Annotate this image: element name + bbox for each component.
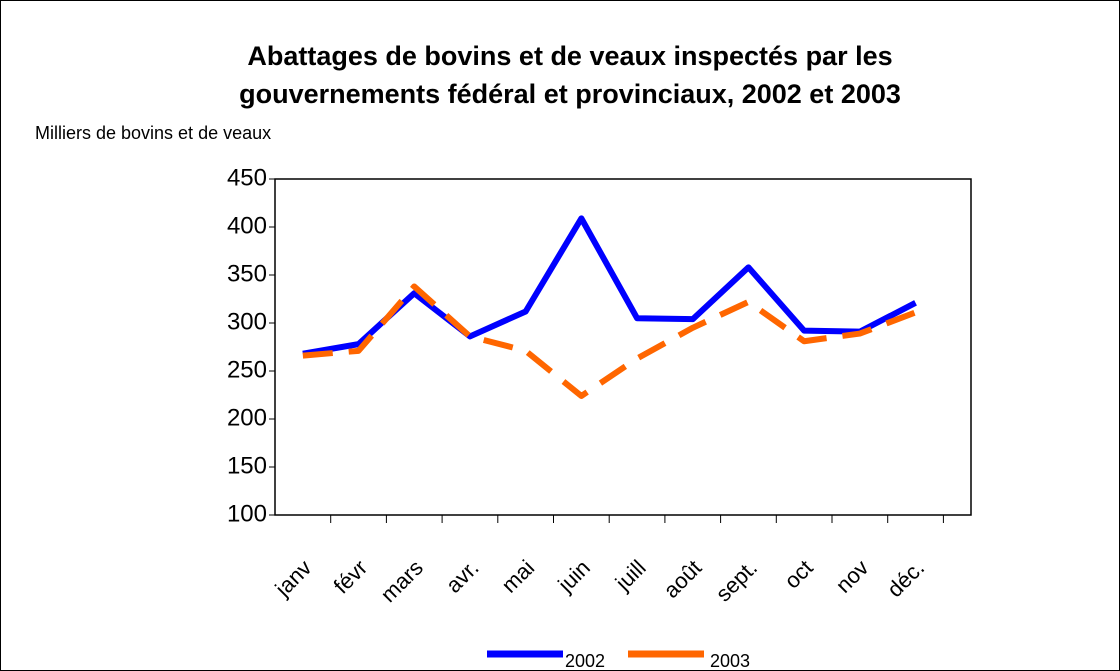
line-series — [302, 283, 917, 399]
legend-label: 2002 — [565, 651, 605, 671]
chart-title: Abattages de bovins et de veaux inspecté… — [247, 41, 892, 71]
y-tick-label: 250 — [227, 356, 267, 383]
y-tick-label: 150 — [227, 452, 267, 479]
y-tick-label: 350 — [227, 260, 267, 287]
line-series — [302, 215, 917, 357]
plot-area — [274, 178, 972, 516]
y-tick-label: 100 — [227, 500, 267, 527]
y-tick-label: 400 — [227, 212, 267, 239]
y-axis-label: Milliers de bovins et de veaux — [35, 123, 271, 143]
y-tick-label: 450 — [227, 164, 267, 191]
legend-label: 2003 — [710, 651, 750, 671]
chart-subtitle: gouvernements fédéral et provinciaux, 20… — [239, 79, 901, 109]
y-tick-label: 300 — [227, 308, 267, 335]
y-tick-label: 200 — [227, 404, 267, 431]
